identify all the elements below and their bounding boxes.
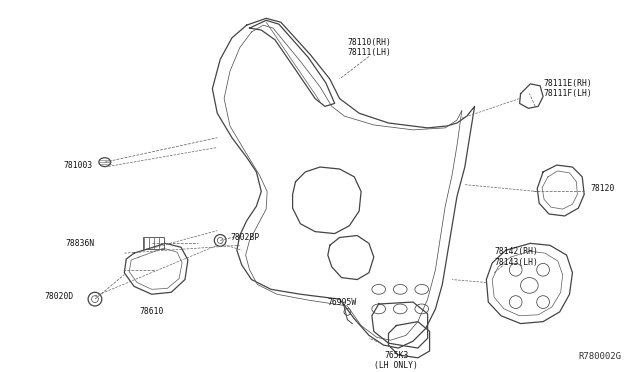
Text: 78142(RH)
78143(LH): 78142(RH) 78143(LH) <box>494 247 538 267</box>
Text: 781003: 781003 <box>63 161 93 170</box>
Bar <box>143 237 164 249</box>
Text: 78020D: 78020D <box>44 292 74 301</box>
Text: R780002G: R780002G <box>579 352 621 361</box>
Text: 78120: 78120 <box>590 184 614 193</box>
Text: 7802BP: 7802BP <box>230 233 259 242</box>
Text: 78110(RH)
78111(LH): 78110(RH) 78111(LH) <box>348 38 391 57</box>
Text: 76995W: 76995W <box>328 298 357 307</box>
Text: 78610: 78610 <box>140 307 164 316</box>
Text: 78111E(RH)
78111F(LH): 78111E(RH) 78111F(LH) <box>543 79 592 99</box>
Text: 78836N: 78836N <box>65 239 95 248</box>
Text: 765K3
(LH ONLY): 765K3 (LH ONLY) <box>374 351 419 371</box>
